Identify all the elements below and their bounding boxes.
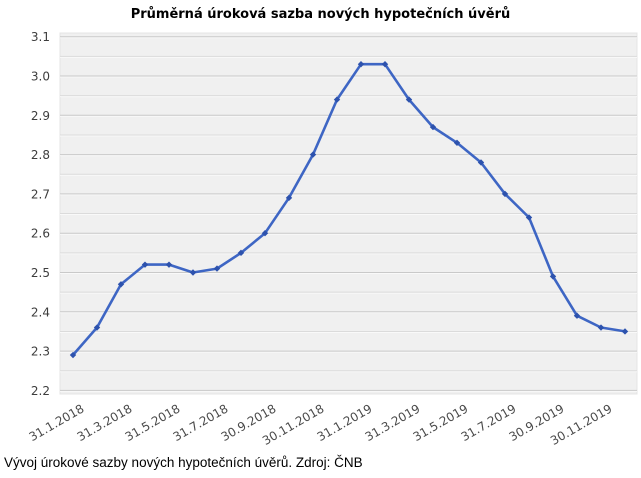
x-axis-labels: 31.1.201831.3.201831.5.201831.7.201830.9… [27, 401, 615, 447]
y-tick-label: 2.8 [31, 148, 50, 162]
y-tick-label: 2.6 [31, 227, 50, 241]
y-tick-label: 2.4 [31, 305, 50, 319]
y-tick-label: 2.9 [31, 109, 50, 123]
data-point [333, 96, 341, 103]
data-point [285, 194, 293, 202]
y-tick-label: 2.2 [31, 384, 50, 398]
chart-caption: Vývoj úrokové sazby nových hypotečních ú… [4, 455, 363, 470]
data-points [69, 61, 629, 359]
data-point [501, 190, 509, 198]
data-point [429, 123, 437, 131]
data-point [405, 96, 413, 103]
data-point [237, 249, 245, 257]
data-point [621, 328, 629, 335]
data-point [453, 139, 461, 147]
y-tick-label: 3.0 [31, 70, 50, 84]
data-point [213, 265, 221, 272]
data-point [69, 351, 77, 359]
data-point [117, 281, 125, 288]
data-point [477, 159, 485, 166]
data-point [573, 312, 581, 319]
data-point [141, 261, 149, 268]
y-tick-label: 2.5 [31, 266, 50, 280]
y-axis-labels: 3.1 3.0 2.9 2.8 2.7 2.6 2.5 2.4 2.3 2.2 [31, 30, 50, 398]
data-point [165, 261, 173, 268]
data-point [549, 273, 557, 280]
data-point [381, 61, 389, 68]
y-gridlines [60, 36, 637, 392]
chart-title: Průměrná úroková sazba nových hypotečníc… [130, 7, 511, 22]
data-point [261, 230, 269, 237]
y-tick-label: 2.7 [31, 187, 50, 201]
rate-line [71, 62, 627, 357]
data-point [93, 324, 101, 331]
data-point [357, 61, 365, 68]
data-point [525, 214, 533, 221]
data-point [597, 324, 605, 331]
y-tick-label: 3.1 [31, 30, 50, 44]
y-tick-label: 2.3 [31, 345, 50, 359]
data-point [309, 151, 317, 158]
data-line [71, 62, 627, 357]
data-point [189, 269, 197, 276]
